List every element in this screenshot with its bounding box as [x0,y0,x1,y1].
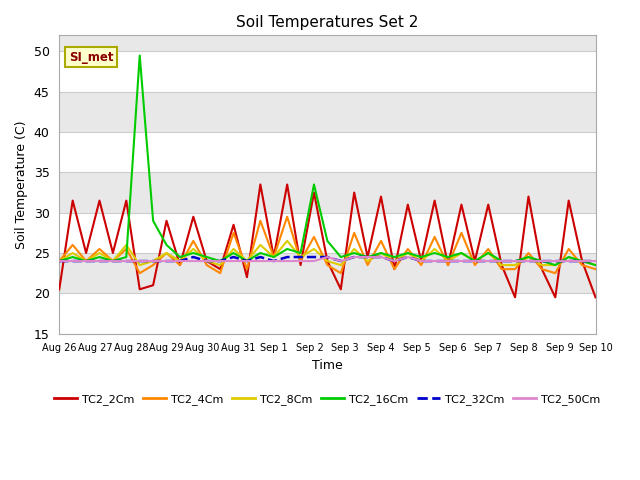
Bar [60,132,595,172]
Bar [60,253,595,293]
Bar [60,213,595,253]
Bar [60,92,595,132]
Y-axis label: Soil Temperature (C): Soil Temperature (C) [15,120,28,249]
Bar [60,172,595,213]
Bar [60,51,595,92]
Legend: TC2_2Cm, TC2_4Cm, TC2_8Cm, TC2_16Cm, TC2_32Cm, TC2_50Cm: TC2_2Cm, TC2_4Cm, TC2_8Cm, TC2_16Cm, TC2… [50,390,605,409]
X-axis label: Time: Time [312,359,343,372]
Text: SI_met: SI_met [69,51,113,64]
Title: Soil Temperatures Set 2: Soil Temperatures Set 2 [236,15,419,30]
Bar [60,36,595,51]
Bar [60,293,595,334]
